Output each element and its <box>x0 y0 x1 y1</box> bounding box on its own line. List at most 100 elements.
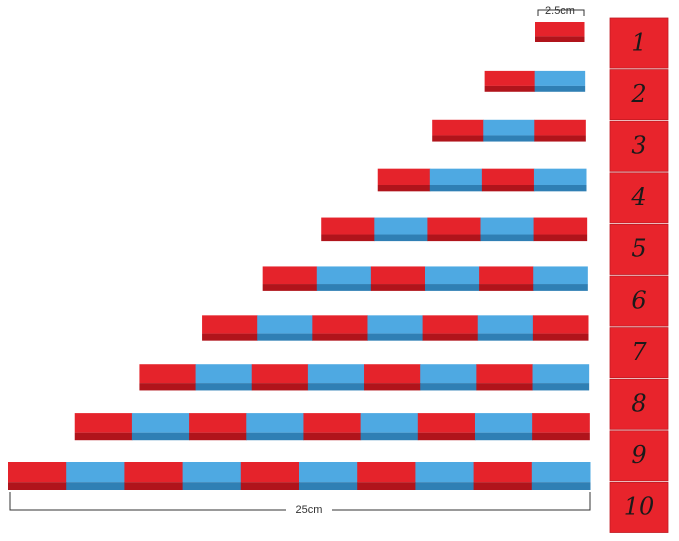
rod-segment <box>360 413 419 433</box>
rod <box>262 266 588 291</box>
rod-side <box>312 333 368 341</box>
rod-segment <box>432 119 484 136</box>
rod-segment <box>479 266 534 285</box>
rod-segment <box>321 217 375 235</box>
rod-side <box>432 135 484 142</box>
rod-segment <box>182 462 242 483</box>
rod-segment <box>533 168 587 185</box>
rod-side <box>251 383 309 391</box>
number-card: 8 <box>609 378 669 430</box>
card-number: 5 <box>631 235 646 263</box>
card-face <box>609 223 669 275</box>
rod-segment <box>202 315 258 334</box>
rod-segment <box>534 119 586 136</box>
card-number: 8 <box>631 390 646 418</box>
number-card: 7 <box>609 327 669 379</box>
rod-segment <box>240 462 300 483</box>
rod <box>321 217 588 242</box>
rod-side <box>124 482 184 490</box>
rod-side <box>367 333 424 341</box>
rod-segment <box>257 315 313 334</box>
rod-side <box>246 432 304 441</box>
card-face <box>609 17 669 69</box>
card-number: 10 <box>624 493 655 521</box>
number-card: 4 <box>609 172 669 224</box>
rod-side <box>533 234 588 242</box>
rod-segment <box>417 413 476 433</box>
rod-segment <box>533 217 588 235</box>
rod-segment <box>473 462 533 483</box>
card-face <box>609 327 669 379</box>
rod-segment <box>131 413 190 433</box>
rod-segment <box>477 315 534 334</box>
number-card: 10 <box>609 481 669 533</box>
rod-segment <box>195 364 253 384</box>
rod-segment <box>74 413 133 433</box>
rod-side <box>532 432 590 441</box>
rod-segment <box>415 462 475 483</box>
card-face <box>609 481 669 533</box>
rod-segment <box>139 364 197 384</box>
rod-side <box>321 234 375 242</box>
rod <box>535 22 585 42</box>
rod-segment <box>476 364 534 384</box>
rod-segment <box>262 266 318 285</box>
rod-side <box>131 432 190 441</box>
number-card: 9 <box>609 430 669 482</box>
rod <box>8 462 591 490</box>
rod-segment <box>532 413 590 433</box>
rod-segment <box>312 315 368 334</box>
rod-segment <box>246 413 304 433</box>
rod-segment <box>420 364 477 384</box>
rod-side <box>257 333 313 341</box>
rod-segment <box>299 462 358 483</box>
card-number: 4 <box>630 183 646 211</box>
rod-side <box>240 482 300 490</box>
rod-side <box>473 482 533 490</box>
rod-side <box>474 432 533 441</box>
rod-side <box>483 135 535 142</box>
card-number: 2 <box>630 80 646 108</box>
rod-side <box>415 482 475 490</box>
rod-side <box>262 284 318 291</box>
dimension-label: 25cm <box>296 504 323 516</box>
number-card: 2 <box>609 69 669 121</box>
card-face <box>609 172 669 224</box>
rod-segment <box>303 413 362 433</box>
rod-segment <box>531 462 591 483</box>
total-marker: 25cm <box>9 492 591 518</box>
rod-side <box>189 432 247 441</box>
label-bg <box>286 502 332 518</box>
rod-side <box>532 333 589 341</box>
rod-side <box>534 135 586 142</box>
rod-segment <box>307 364 365 384</box>
rod-segment <box>367 315 424 334</box>
rod-side <box>534 85 586 92</box>
card-number: 9 <box>631 441 646 469</box>
rod-side <box>66 482 125 490</box>
rod-segment <box>484 70 536 86</box>
rod-segment <box>124 462 184 483</box>
rod <box>484 70 586 92</box>
number-card: 6 <box>609 275 669 327</box>
rod-side <box>484 85 536 92</box>
card-number: 6 <box>631 286 646 314</box>
card-number: 1 <box>631 28 646 56</box>
number-card: 5 <box>609 223 669 275</box>
rod-segment <box>481 168 535 185</box>
rod-side <box>360 432 419 441</box>
card-face <box>609 120 669 172</box>
rod-side <box>481 184 535 192</box>
dimension-label: 2.5cm <box>545 5 575 17</box>
rod-side <box>377 184 431 192</box>
rod-segment <box>364 364 421 384</box>
rod-side <box>531 482 591 490</box>
rod-side <box>532 383 590 391</box>
rod-side <box>476 383 534 391</box>
rod-segment <box>370 266 426 285</box>
rod-segment <box>483 119 535 136</box>
rod-segment <box>534 70 586 86</box>
rod-side <box>316 284 372 291</box>
rod-segment <box>377 168 431 185</box>
rod-segment <box>532 364 590 384</box>
